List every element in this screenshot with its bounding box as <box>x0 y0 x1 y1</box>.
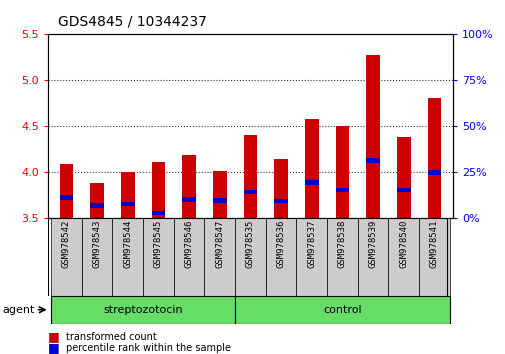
Text: GSM978540: GSM978540 <box>398 220 408 268</box>
Bar <box>427 98 440 218</box>
Bar <box>243 190 257 194</box>
Bar <box>296 218 327 296</box>
Text: GSM978545: GSM978545 <box>154 220 163 268</box>
Bar <box>418 218 449 296</box>
Bar <box>265 218 296 296</box>
Bar <box>213 198 226 202</box>
Bar <box>274 159 287 218</box>
Bar <box>173 218 204 296</box>
Text: GSM978537: GSM978537 <box>307 220 316 268</box>
Bar <box>366 55 379 218</box>
Bar <box>51 218 82 296</box>
Bar <box>51 296 235 324</box>
Text: GSM978541: GSM978541 <box>429 220 438 268</box>
Text: percentile rank within the sample: percentile rank within the sample <box>66 343 230 353</box>
Text: GSM978538: GSM978538 <box>337 220 346 268</box>
Text: transformed count: transformed count <box>66 332 156 342</box>
Bar <box>305 119 318 218</box>
Text: GSM978536: GSM978536 <box>276 220 285 268</box>
Text: agent: agent <box>3 305 35 315</box>
Bar <box>396 188 410 193</box>
Bar <box>121 202 134 206</box>
Bar <box>182 197 195 201</box>
Text: control: control <box>323 305 361 315</box>
Text: GSM978547: GSM978547 <box>215 220 224 268</box>
Bar <box>82 218 112 296</box>
Bar <box>60 164 73 218</box>
Bar <box>327 218 357 296</box>
Bar <box>427 170 440 175</box>
Bar <box>143 218 173 296</box>
Bar <box>305 181 318 185</box>
Text: GSM978542: GSM978542 <box>62 220 71 268</box>
Text: GSM978543: GSM978543 <box>92 220 102 268</box>
Bar <box>112 218 143 296</box>
Text: GDS4845 / 10344237: GDS4845 / 10344237 <box>58 14 207 28</box>
Text: GSM978546: GSM978546 <box>184 220 193 268</box>
Bar <box>396 137 410 218</box>
Bar <box>182 155 195 218</box>
Bar <box>243 135 257 218</box>
Bar <box>366 158 379 163</box>
Bar <box>335 188 348 193</box>
Bar <box>274 199 287 204</box>
Text: streptozotocin: streptozotocin <box>103 305 183 315</box>
Text: GSM978535: GSM978535 <box>245 220 255 268</box>
Bar <box>90 204 104 208</box>
Text: ■: ■ <box>48 331 60 343</box>
Text: GSM978539: GSM978539 <box>368 220 377 268</box>
Bar <box>235 296 449 324</box>
Bar <box>213 171 226 218</box>
Bar <box>357 218 388 296</box>
Bar <box>60 195 73 200</box>
Bar <box>121 172 134 218</box>
Bar <box>335 126 348 218</box>
Text: GSM978544: GSM978544 <box>123 220 132 268</box>
Bar <box>152 211 165 215</box>
Bar <box>90 183 104 218</box>
Bar <box>235 218 265 296</box>
Text: ■: ■ <box>48 341 60 354</box>
Bar <box>204 218 235 296</box>
Bar <box>152 162 165 218</box>
Bar <box>388 218 418 296</box>
